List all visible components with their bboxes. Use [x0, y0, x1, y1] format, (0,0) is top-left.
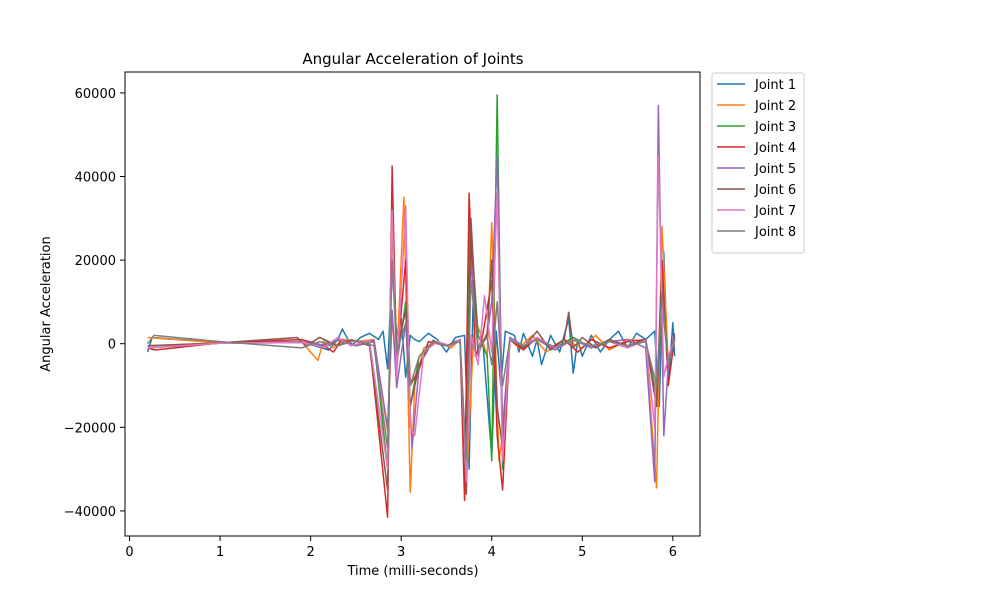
legend-label-joint-1: Joint 1 [754, 78, 796, 93]
legend-label-joint-4: Joint 4 [754, 141, 796, 156]
y-axis-label: Angular Acceleration [39, 236, 54, 371]
x-tick-label: 3 [397, 545, 405, 560]
legend-box [711, 72, 805, 254]
x-tick-label: 1 [216, 545, 224, 560]
series-line-joint-1 [146, 251, 676, 470]
legend-label-joint-3: Joint 3 [754, 120, 796, 135]
legend-label-joint-8: Joint 8 [754, 225, 796, 240]
legend: Joint 1 Joint 2 Joint 3 Joint 4 Joint 5 Joint… [711, 72, 805, 254]
y-tick-label: 40000 [75, 171, 116, 186]
legend-label-joint-7: Joint 7 [754, 204, 796, 219]
series-layer [146, 94, 676, 518]
y-tick-label: 60000 [75, 87, 116, 102]
x-tick-label: 6 [669, 545, 677, 560]
x-tick-label: 4 [488, 545, 496, 560]
legend-label-joint-6: Joint 6 [754, 183, 796, 198]
series-line-joint-8 [147, 259, 676, 462]
plot-frame [124, 71, 701, 537]
y-tick-label: −40000 [64, 505, 116, 520]
legend-label-joint-5: Joint 5 [754, 162, 796, 177]
legend-label-joint-2: Joint 2 [754, 99, 796, 114]
series-line-joint-7 [147, 154, 676, 483]
chart-title: Angular Acceleration of Joints [302, 50, 523, 68]
y-tick-label: 20000 [75, 254, 116, 269]
plot-area: 0 1 2 3 4 5 6 −40000 −20000 0 20000 40000 60000 [64, 71, 701, 560]
x-tick-label: 0 [125, 545, 133, 560]
x-axis-ticks: 0 1 2 3 4 5 6 [125, 536, 677, 560]
x-tick-label: 5 [578, 545, 586, 560]
x-tick-label: 2 [306, 545, 314, 560]
y-tick-label: −20000 [64, 421, 116, 436]
y-tick-label: 0 [108, 338, 116, 353]
y-axis-ticks: −40000 −20000 0 20000 40000 60000 [64, 87, 125, 520]
x-axis-label: Time (milli-seconds) [346, 564, 478, 579]
